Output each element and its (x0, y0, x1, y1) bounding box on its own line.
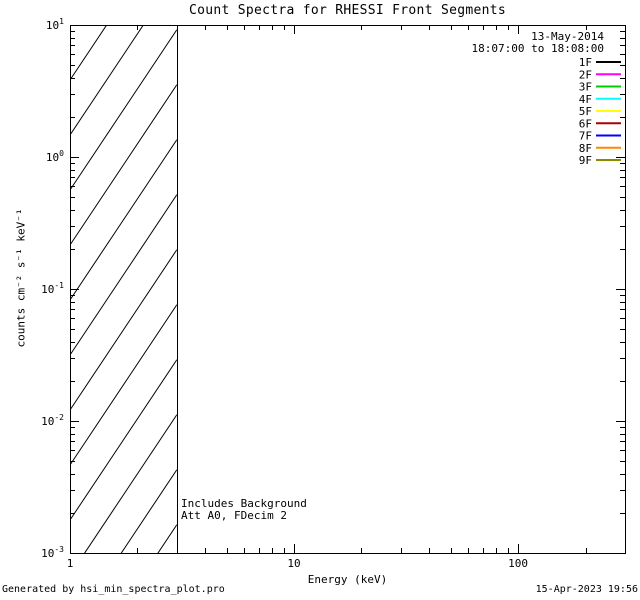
legend-header: 13-May-2014 18:07:00 to 18:08:00 (472, 31, 604, 55)
legend-date: 13-May-2014 (531, 30, 604, 43)
legend-label: 1F (579, 56, 592, 69)
y-tick-label: 10-1 (41, 281, 64, 296)
x-tick-label: 100 (508, 557, 528, 570)
legend-label: 2F (579, 68, 592, 81)
legend-label: 3F (579, 81, 592, 94)
legend-time-range: 18:07:00 to 18:08:00 (471, 42, 604, 55)
tick-labels: 1 10 100 10-3 10-2 10-1 100 101 (41, 17, 528, 570)
x-tick-label: 10 (287, 557, 300, 570)
legend-label: 6F (579, 117, 592, 130)
chart-title: Count Spectra for RHESSI Front Segments (189, 3, 506, 18)
legend-label: 7F (579, 130, 592, 143)
y-tick-label: 10-2 (41, 413, 64, 428)
annotation-attenuator-state: Att A0, FDecim 2 (181, 508, 287, 522)
legend-label: 8F (579, 142, 592, 155)
footer-generator-note: Generated by hsi_min_spectra_plot.pro (2, 584, 225, 595)
y-axis-label: counts cm⁻² s⁻¹ keV⁻¹ (14, 208, 28, 348)
plot-frame (70, 25, 626, 554)
footer-timestamp: 15-Apr-2023 19:56 (535, 584, 638, 595)
hatch-region (70, 25, 177, 553)
plot-annotations: Includes Background Att A0, FDecim 2 (181, 498, 307, 521)
x-axis-label: Energy (keV) (307, 573, 388, 586)
y-tick-label: 10-3 (41, 545, 64, 560)
legend-label: 5F (579, 105, 592, 118)
legend-label: 9F (579, 154, 592, 167)
y-tick-label: 101 (46, 17, 64, 32)
y-tick-label: 100 (46, 149, 64, 164)
x-tick-label: 1 (67, 557, 74, 570)
axis-ticks (70, 25, 626, 554)
legend-label: 4F (579, 93, 592, 106)
annotation-includes-background: Includes Background (181, 497, 307, 510)
